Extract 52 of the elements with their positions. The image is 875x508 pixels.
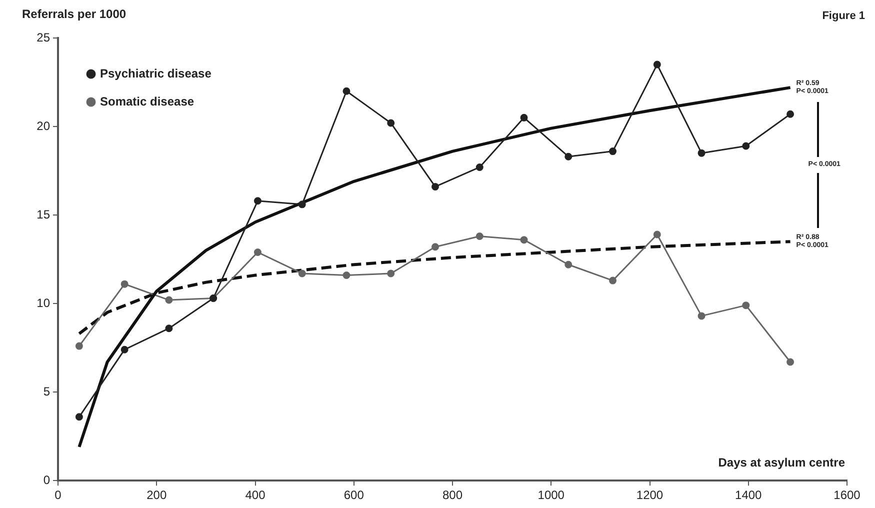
point: [564, 260, 572, 268]
legend-label: Psychiatric disease: [100, 66, 212, 80]
point: [254, 248, 262, 256]
y-tick-label: 10: [36, 296, 50, 310]
point: [698, 149, 706, 157]
point: [298, 270, 306, 278]
point: [520, 236, 528, 244]
x-tick-label: 600: [344, 488, 364, 502]
y-tick-label: 25: [36, 30, 50, 44]
point: [165, 296, 173, 304]
point: [120, 346, 128, 354]
x-tick-label: 1200: [636, 488, 664, 502]
point: [387, 119, 395, 127]
x-tick-label: 1400: [735, 488, 762, 502]
point: [342, 271, 350, 279]
point: [742, 302, 750, 310]
point: [786, 110, 794, 118]
point: [742, 142, 750, 150]
point: [120, 280, 128, 288]
y-tick-label: 5: [43, 384, 50, 398]
point: [476, 163, 484, 171]
caption: Figure 1: [822, 10, 865, 22]
point: [698, 312, 706, 320]
point: [520, 114, 528, 122]
x-tick-label: 400: [245, 488, 266, 502]
point: [653, 60, 661, 68]
y-axis-title: Referrals per 1000: [22, 7, 126, 21]
x-tick-label: 200: [146, 488, 167, 502]
point: [564, 152, 572, 160]
point: [75, 342, 83, 350]
point: [609, 148, 617, 156]
point: [387, 270, 395, 278]
point: [298, 200, 306, 208]
y-tick-label: 20: [36, 118, 50, 133]
legend-label: Somatic disease: [100, 94, 194, 108]
point: [254, 197, 262, 205]
x-tick-label: 1000: [538, 488, 565, 502]
point: [786, 358, 794, 366]
point: [431, 182, 439, 190]
point: [75, 413, 83, 421]
x-tick-label: 0: [54, 488, 62, 502]
x-axis-title: Days at asylum centre: [718, 456, 846, 470]
point: [342, 87, 350, 95]
point: [431, 243, 439, 251]
y-tick-label: 15: [36, 207, 50, 222]
x-tick-label: 1600: [834, 488, 861, 502]
point: [165, 324, 173, 332]
point: [476, 232, 484, 240]
point: [609, 276, 617, 284]
y-tick-label: 0: [43, 472, 50, 487]
x-tick-label: 800: [442, 488, 463, 502]
point: [653, 230, 661, 238]
